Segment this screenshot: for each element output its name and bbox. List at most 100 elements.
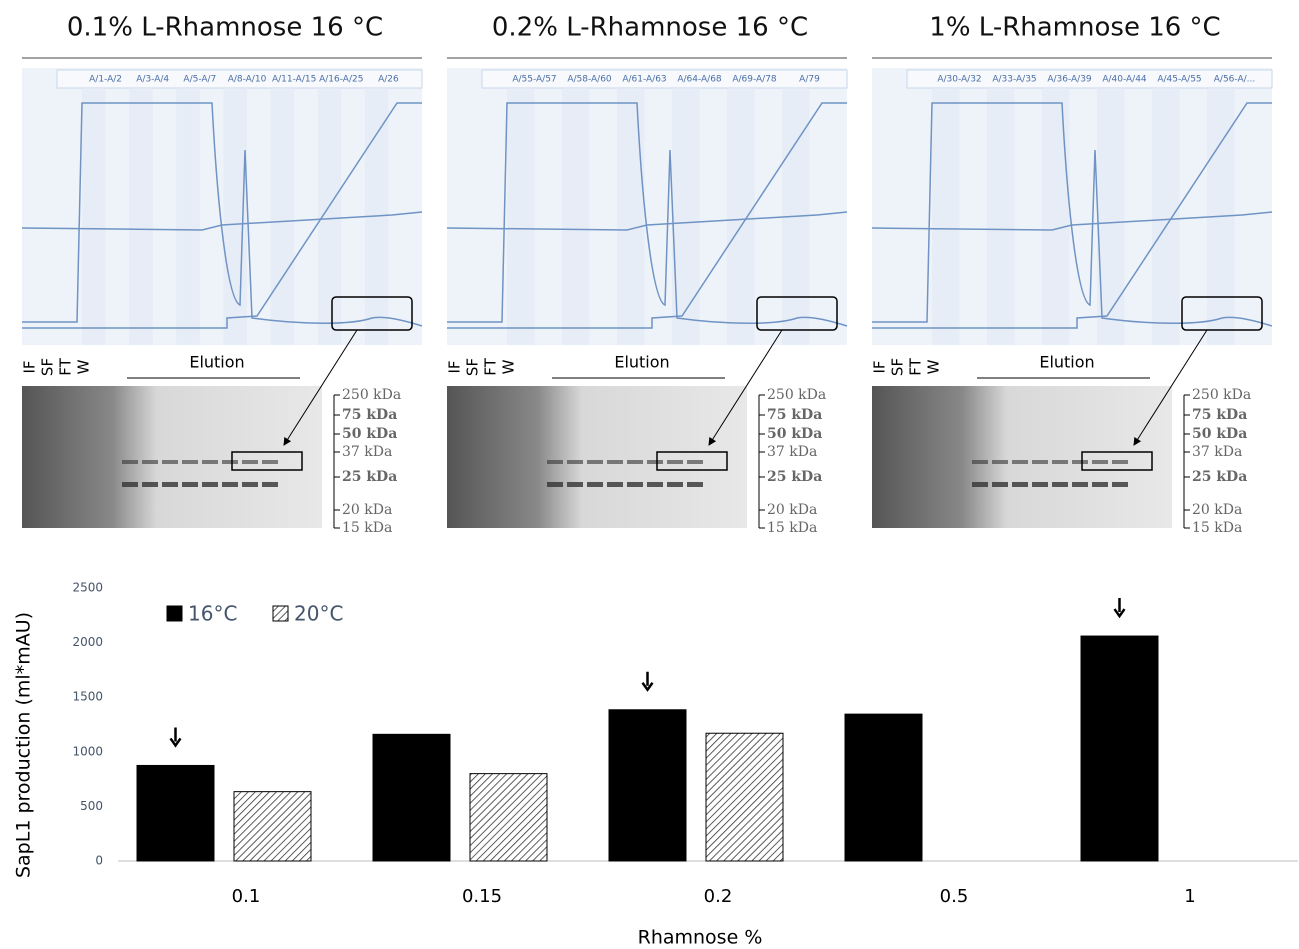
gel-band xyxy=(1052,482,1068,487)
y-axis-title: SapL1 production (ml*mAU) xyxy=(13,612,35,878)
fraction-band xyxy=(727,88,755,345)
y-tick-label: 1500 xyxy=(72,690,103,704)
fraction-label: A/30-A/32 xyxy=(937,75,981,85)
marker-label: 75 kDa xyxy=(342,407,397,423)
bar xyxy=(1081,636,1158,861)
gel-band xyxy=(262,482,278,487)
x-tick-label: 0.1 xyxy=(232,886,261,907)
fraction-band xyxy=(562,88,590,345)
panel-title: 0.2% L-Rhamnose 16 °C xyxy=(492,13,808,43)
lane-label: SF xyxy=(464,358,482,376)
gel-band xyxy=(182,460,198,464)
gel-band xyxy=(1112,482,1128,487)
fraction-band xyxy=(271,88,295,345)
fraction-label: A/56-A/... xyxy=(1214,75,1255,85)
fraction-band xyxy=(1152,88,1180,345)
lane-label: IF xyxy=(446,360,464,373)
marker-label: 25 kDa xyxy=(342,469,397,485)
gel-band xyxy=(242,460,258,464)
gel-band xyxy=(1092,482,1108,487)
gel-band xyxy=(647,460,663,464)
gel-band xyxy=(607,482,623,487)
marker-label: 50 kDa xyxy=(342,426,397,442)
gel-band xyxy=(627,460,643,464)
marker-label: 50 kDa xyxy=(1192,426,1247,442)
bar xyxy=(470,774,547,861)
panel-title: 0.1% L-Rhamnose 16 °C xyxy=(67,13,383,43)
fraction-label: A/33-A/35 xyxy=(992,75,1036,85)
gel-band xyxy=(202,482,218,487)
marker-label: 20 kDa xyxy=(1192,502,1242,518)
fraction-label: A/36-A/39 xyxy=(1047,75,1092,85)
gel-band xyxy=(1012,482,1028,487)
gel-band xyxy=(687,482,703,487)
fraction-label: A/40-A/44 xyxy=(1102,75,1147,85)
gel-band xyxy=(1072,482,1088,487)
lane-label: FT xyxy=(907,357,925,375)
gel-band xyxy=(162,460,178,464)
fraction-band xyxy=(987,88,1015,345)
figure: 0.1% L-Rhamnose 16 °C A/1-A/2 A/3-A/4 A/5-A… xyxy=(0,0,1299,949)
gel-band xyxy=(972,482,988,487)
lane-label: IF xyxy=(871,360,889,373)
gel-band xyxy=(567,460,583,464)
gel-band xyxy=(587,482,603,487)
lane-label: W xyxy=(925,359,943,374)
gel-band xyxy=(647,482,663,487)
gel-band xyxy=(547,460,563,464)
gel-band xyxy=(1052,460,1068,464)
x-tick-label: 1 xyxy=(1184,886,1195,907)
gel-band xyxy=(992,482,1008,487)
elution-label: Elution xyxy=(189,353,244,372)
lane-label: W xyxy=(75,359,93,374)
marker-label: 250 kDa xyxy=(767,387,826,403)
gel-band xyxy=(972,460,988,464)
gel-band xyxy=(202,460,218,464)
fraction-label: A/5-A/7 xyxy=(183,75,216,85)
fraction-band xyxy=(82,88,106,345)
gel-band xyxy=(1092,460,1108,464)
fraction-label: A/8-A/10 xyxy=(228,75,267,85)
gel-band xyxy=(567,482,583,487)
fraction-label: A/45-A/55 xyxy=(1157,75,1201,85)
marker-label: 20 kDa xyxy=(342,502,392,518)
legend-swatch xyxy=(167,606,182,621)
gel-band xyxy=(142,460,158,464)
fraction-label: A/3-A/4 xyxy=(136,75,169,85)
marker-label: 15 kDa xyxy=(1192,520,1242,536)
x-axis-title: Rhamnose % xyxy=(638,927,763,949)
x-tick-label: 0.5 xyxy=(940,886,969,907)
gel-band xyxy=(607,460,623,464)
fraction-label: A/11-A/15 xyxy=(272,75,316,85)
y-tick-label: 1000 xyxy=(72,744,103,758)
fraction-band xyxy=(1042,88,1070,345)
gel-band xyxy=(222,482,238,487)
marker-label: 37 kDa xyxy=(342,444,392,460)
bar xyxy=(706,733,783,861)
fraction-band xyxy=(129,88,153,345)
legend-swatch xyxy=(273,606,288,621)
x-tick-label: 0.15 xyxy=(462,886,502,907)
marker-label: 250 kDa xyxy=(342,387,401,403)
fraction-label: A/69-A/78 xyxy=(732,75,777,85)
fraction-band xyxy=(507,88,535,345)
gel-band xyxy=(242,482,258,487)
fraction-label: A/26 xyxy=(378,75,399,85)
gel-band xyxy=(1112,460,1128,464)
lane-label: W xyxy=(500,359,518,374)
fraction-label: A/1-A/2 xyxy=(89,75,122,85)
elution-label: Elution xyxy=(614,353,669,372)
marker-label: 15 kDa xyxy=(342,520,392,536)
lane-label: FT xyxy=(482,357,500,375)
y-tick-label: 500 xyxy=(80,799,103,813)
legend-label: 20°C xyxy=(294,602,343,626)
fraction-label: A/16-A/25 xyxy=(319,75,363,85)
gel-band xyxy=(262,460,278,464)
gel xyxy=(22,386,322,528)
fraction-band xyxy=(318,88,342,345)
marker-label: 75 kDa xyxy=(767,407,822,423)
gel-band xyxy=(1012,460,1028,464)
gel-band xyxy=(182,482,198,487)
indicator-arrow xyxy=(171,727,181,745)
lane-label: SF xyxy=(889,358,907,376)
